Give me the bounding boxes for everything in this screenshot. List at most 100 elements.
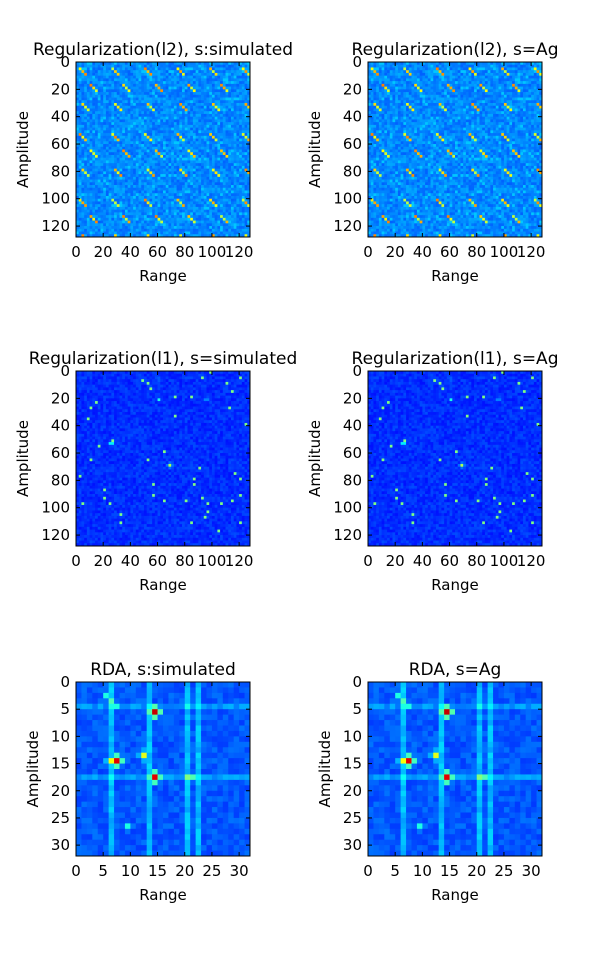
heatmap-cell <box>95 220 99 224</box>
heatmap-cell <box>484 86 489 90</box>
heatmap-cell <box>184 168 188 172</box>
heatmap-cell <box>86 179 90 183</box>
heatmap-cell <box>111 215 115 219</box>
heatmap-cell <box>108 105 112 109</box>
heatmap-cell <box>479 64 483 68</box>
heatmap-cell <box>198 206 202 211</box>
heatmap-cell <box>384 94 388 98</box>
heatmap-cell <box>130 231 134 235</box>
heatmap-cell <box>135 201 139 205</box>
heatmap-cell <box>441 75 445 79</box>
heatmap-cell <box>184 100 188 104</box>
heatmap-cell <box>531 94 535 98</box>
heatmap-cell <box>108 135 112 139</box>
heatmap-cell <box>168 144 172 148</box>
heatmap-cell <box>100 201 104 205</box>
heatmap-cell <box>138 190 142 194</box>
heatmap-cell <box>414 81 418 85</box>
heatmap-cell <box>76 111 80 115</box>
heatmap-cell <box>119 212 123 216</box>
heatmap-cell <box>89 72 93 77</box>
heatmap-cell <box>214 127 218 131</box>
heatmap-cell <box>514 70 518 74</box>
heatmap-cell <box>209 187 213 191</box>
heatmap-cell <box>168 209 172 213</box>
heatmap-cell <box>84 119 88 123</box>
heatmap-cell <box>152 78 156 82</box>
heatmap-cell <box>108 185 112 189</box>
heatmap-cell <box>171 228 175 232</box>
heatmap-cell <box>384 86 388 90</box>
heatmap-cell <box>76 64 80 68</box>
heatmap-cell <box>111 231 115 235</box>
heatmap-cell <box>452 70 456 74</box>
heatmap-cell <box>201 215 205 219</box>
heatmap-cell <box>122 127 126 131</box>
heatmap-cell <box>211 105 216 109</box>
heatmap-cell <box>220 72 224 77</box>
heatmap-cell <box>122 220 126 224</box>
heatmap-cell <box>222 113 226 118</box>
heatmap-cell <box>233 116 237 120</box>
heatmap-cell <box>111 75 115 79</box>
heatmap-cell <box>152 234 156 238</box>
heatmap-cell <box>95 193 99 197</box>
heatmap-cell <box>419 67 423 71</box>
heatmap-cell <box>78 113 82 118</box>
heatmap-cell <box>247 168 251 172</box>
heatmap-cell <box>103 149 107 153</box>
heatmap-cell <box>190 234 194 238</box>
heatmap-cell <box>135 206 139 211</box>
heatmap-cell <box>187 195 191 200</box>
heatmap-cell <box>130 103 134 107</box>
heatmap-cell <box>173 226 177 230</box>
heatmap-cell <box>154 228 158 232</box>
heatmap-cell <box>195 182 199 186</box>
heatmap-cell <box>157 190 161 194</box>
heatmap-cell <box>163 124 167 129</box>
heatmap-cell <box>457 75 461 79</box>
heatmap-cell <box>416 78 421 82</box>
heatmap-cell <box>187 135 191 139</box>
heatmap-cell <box>146 204 150 208</box>
heatmap-cell <box>217 100 221 104</box>
heatmap-cell <box>92 81 96 85</box>
heatmap-cell <box>97 67 101 71</box>
heatmap-cell <box>468 92 472 96</box>
heatmap-cell <box>484 78 489 82</box>
heatmap-cell <box>230 206 235 211</box>
heatmap-cell <box>455 62 459 66</box>
heatmap-cell <box>233 231 237 235</box>
heatmap-cell <box>179 119 183 123</box>
heatmap-cell <box>244 113 248 118</box>
heatmap-cell <box>173 108 177 112</box>
heatmap-cell <box>233 67 237 71</box>
heatmap-cell <box>78 223 82 227</box>
heatmap-cell <box>108 72 112 77</box>
heatmap-cell <box>78 204 82 208</box>
heatmap-cell <box>111 108 115 112</box>
heatmap-cell <box>539 86 543 90</box>
heatmap-cell <box>100 154 104 159</box>
heatmap-cell <box>455 94 459 98</box>
heatmap-cell <box>114 228 118 232</box>
heatmap-cell <box>198 215 202 219</box>
heatmap-cell <box>190 152 194 156</box>
heatmap-cell <box>387 97 391 101</box>
heatmap-cell <box>95 234 99 238</box>
heatmap-cell <box>138 149 142 153</box>
heatmap-cell <box>89 182 93 186</box>
heatmap-cell <box>403 92 407 96</box>
heatmap-cell <box>92 206 96 211</box>
heatmap-cell <box>449 64 453 68</box>
heatmap-cell <box>122 226 126 230</box>
heatmap-cell <box>444 92 448 96</box>
heatmap-cell <box>146 152 150 156</box>
heatmap-cell <box>225 204 229 208</box>
heatmap-cell <box>460 86 464 90</box>
heatmap-cell <box>209 226 213 230</box>
heatmap-cell <box>103 206 107 211</box>
heatmap-cell <box>176 89 180 93</box>
heatmap-cell <box>184 182 188 186</box>
heatmap-cell <box>389 67 393 71</box>
